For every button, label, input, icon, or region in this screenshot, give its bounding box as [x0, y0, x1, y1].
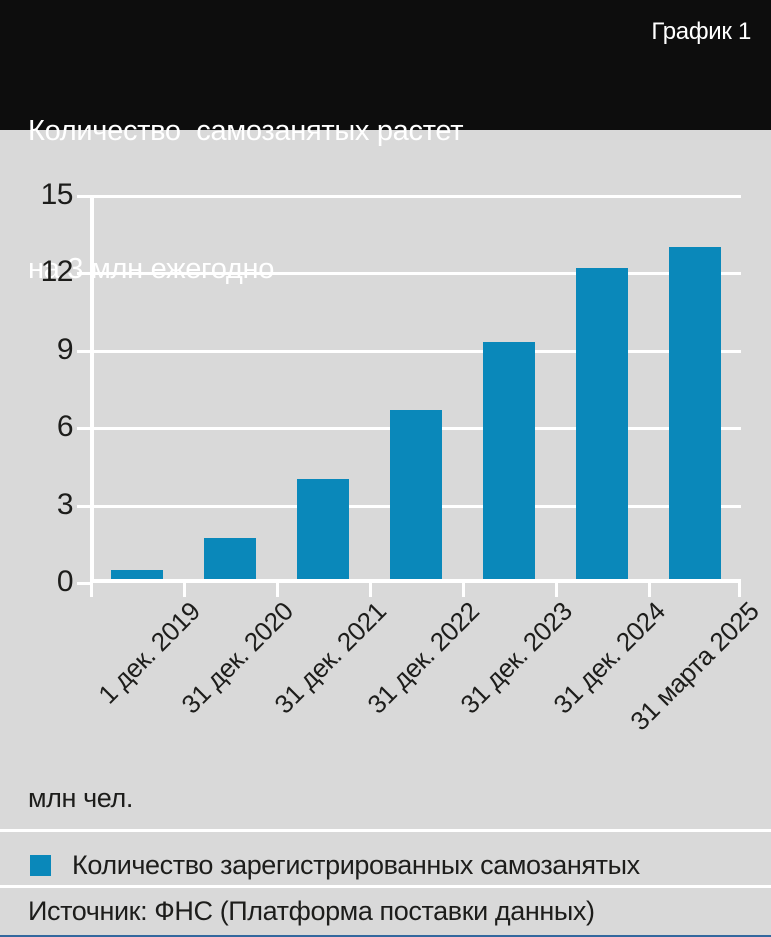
chart-title-line1: Количество самозанятых растет: [28, 115, 464, 147]
chart-title-line2: на 3 млн ежегодно: [28, 253, 275, 285]
y-axis-tick-label: 3: [56, 487, 74, 521]
y-axis-tick: [77, 504, 90, 508]
x-axis-tick: [462, 583, 465, 597]
y-axis-tick: [77, 272, 90, 276]
x-axis-tick: [90, 583, 93, 597]
y-axis-tick-label: 0: [56, 565, 74, 598]
x-axis-tick: [648, 583, 651, 597]
y-axis-tick-label: 6: [56, 410, 74, 444]
bar: [668, 247, 721, 579]
bar: [203, 538, 256, 579]
chart-number-label: График 1: [651, 18, 751, 45]
x-axis-tick: [276, 583, 279, 597]
divider-above-source: [0, 885, 771, 888]
y-axis-tick: [77, 582, 90, 585]
bar: [389, 410, 442, 579]
x-axis-tick: [738, 583, 741, 597]
y-axis-tick: [77, 349, 90, 353]
x-axis-tick: [183, 583, 186, 597]
bar: [575, 267, 628, 579]
legend: Количество зарегистрированных самозаняты…: [30, 850, 640, 881]
chart-title: Количество самозанятых растет на 3 млн е…: [28, 16, 464, 384]
grid-line: [90, 195, 741, 198]
bottom-rule: [0, 935, 771, 937]
divider-above-legend: [0, 829, 771, 832]
bar: [296, 479, 349, 579]
y-axis-unit-label: млн чел.: [28, 783, 133, 813]
source-note: Источник: ФНС (Платформа поставки данных…: [28, 896, 595, 926]
chart-header: Количество самозанятых растет на 3 млн е…: [0, 0, 771, 285]
grid-line: [90, 349, 741, 353]
y-axis-tick-label: 12: [40, 255, 74, 289]
x-axis-tick: [369, 583, 372, 597]
y-axis-line: [90, 196, 94, 583]
y-axis-tick-label: 15: [40, 178, 74, 211]
x-axis-line: [90, 579, 741, 583]
bar: [482, 341, 535, 579]
bar-chart-plot-area: [77, 195, 741, 597]
x-axis-tick: [555, 583, 558, 597]
bar: [110, 570, 163, 579]
grid-line: [90, 272, 741, 276]
legend-label: Количество зарегистрированных самозаняты…: [72, 850, 640, 880]
y-axis-tick: [77, 195, 90, 198]
legend-swatch: [30, 855, 51, 876]
y-axis-tick-label: 9: [56, 332, 74, 366]
y-axis-tick: [77, 427, 90, 431]
